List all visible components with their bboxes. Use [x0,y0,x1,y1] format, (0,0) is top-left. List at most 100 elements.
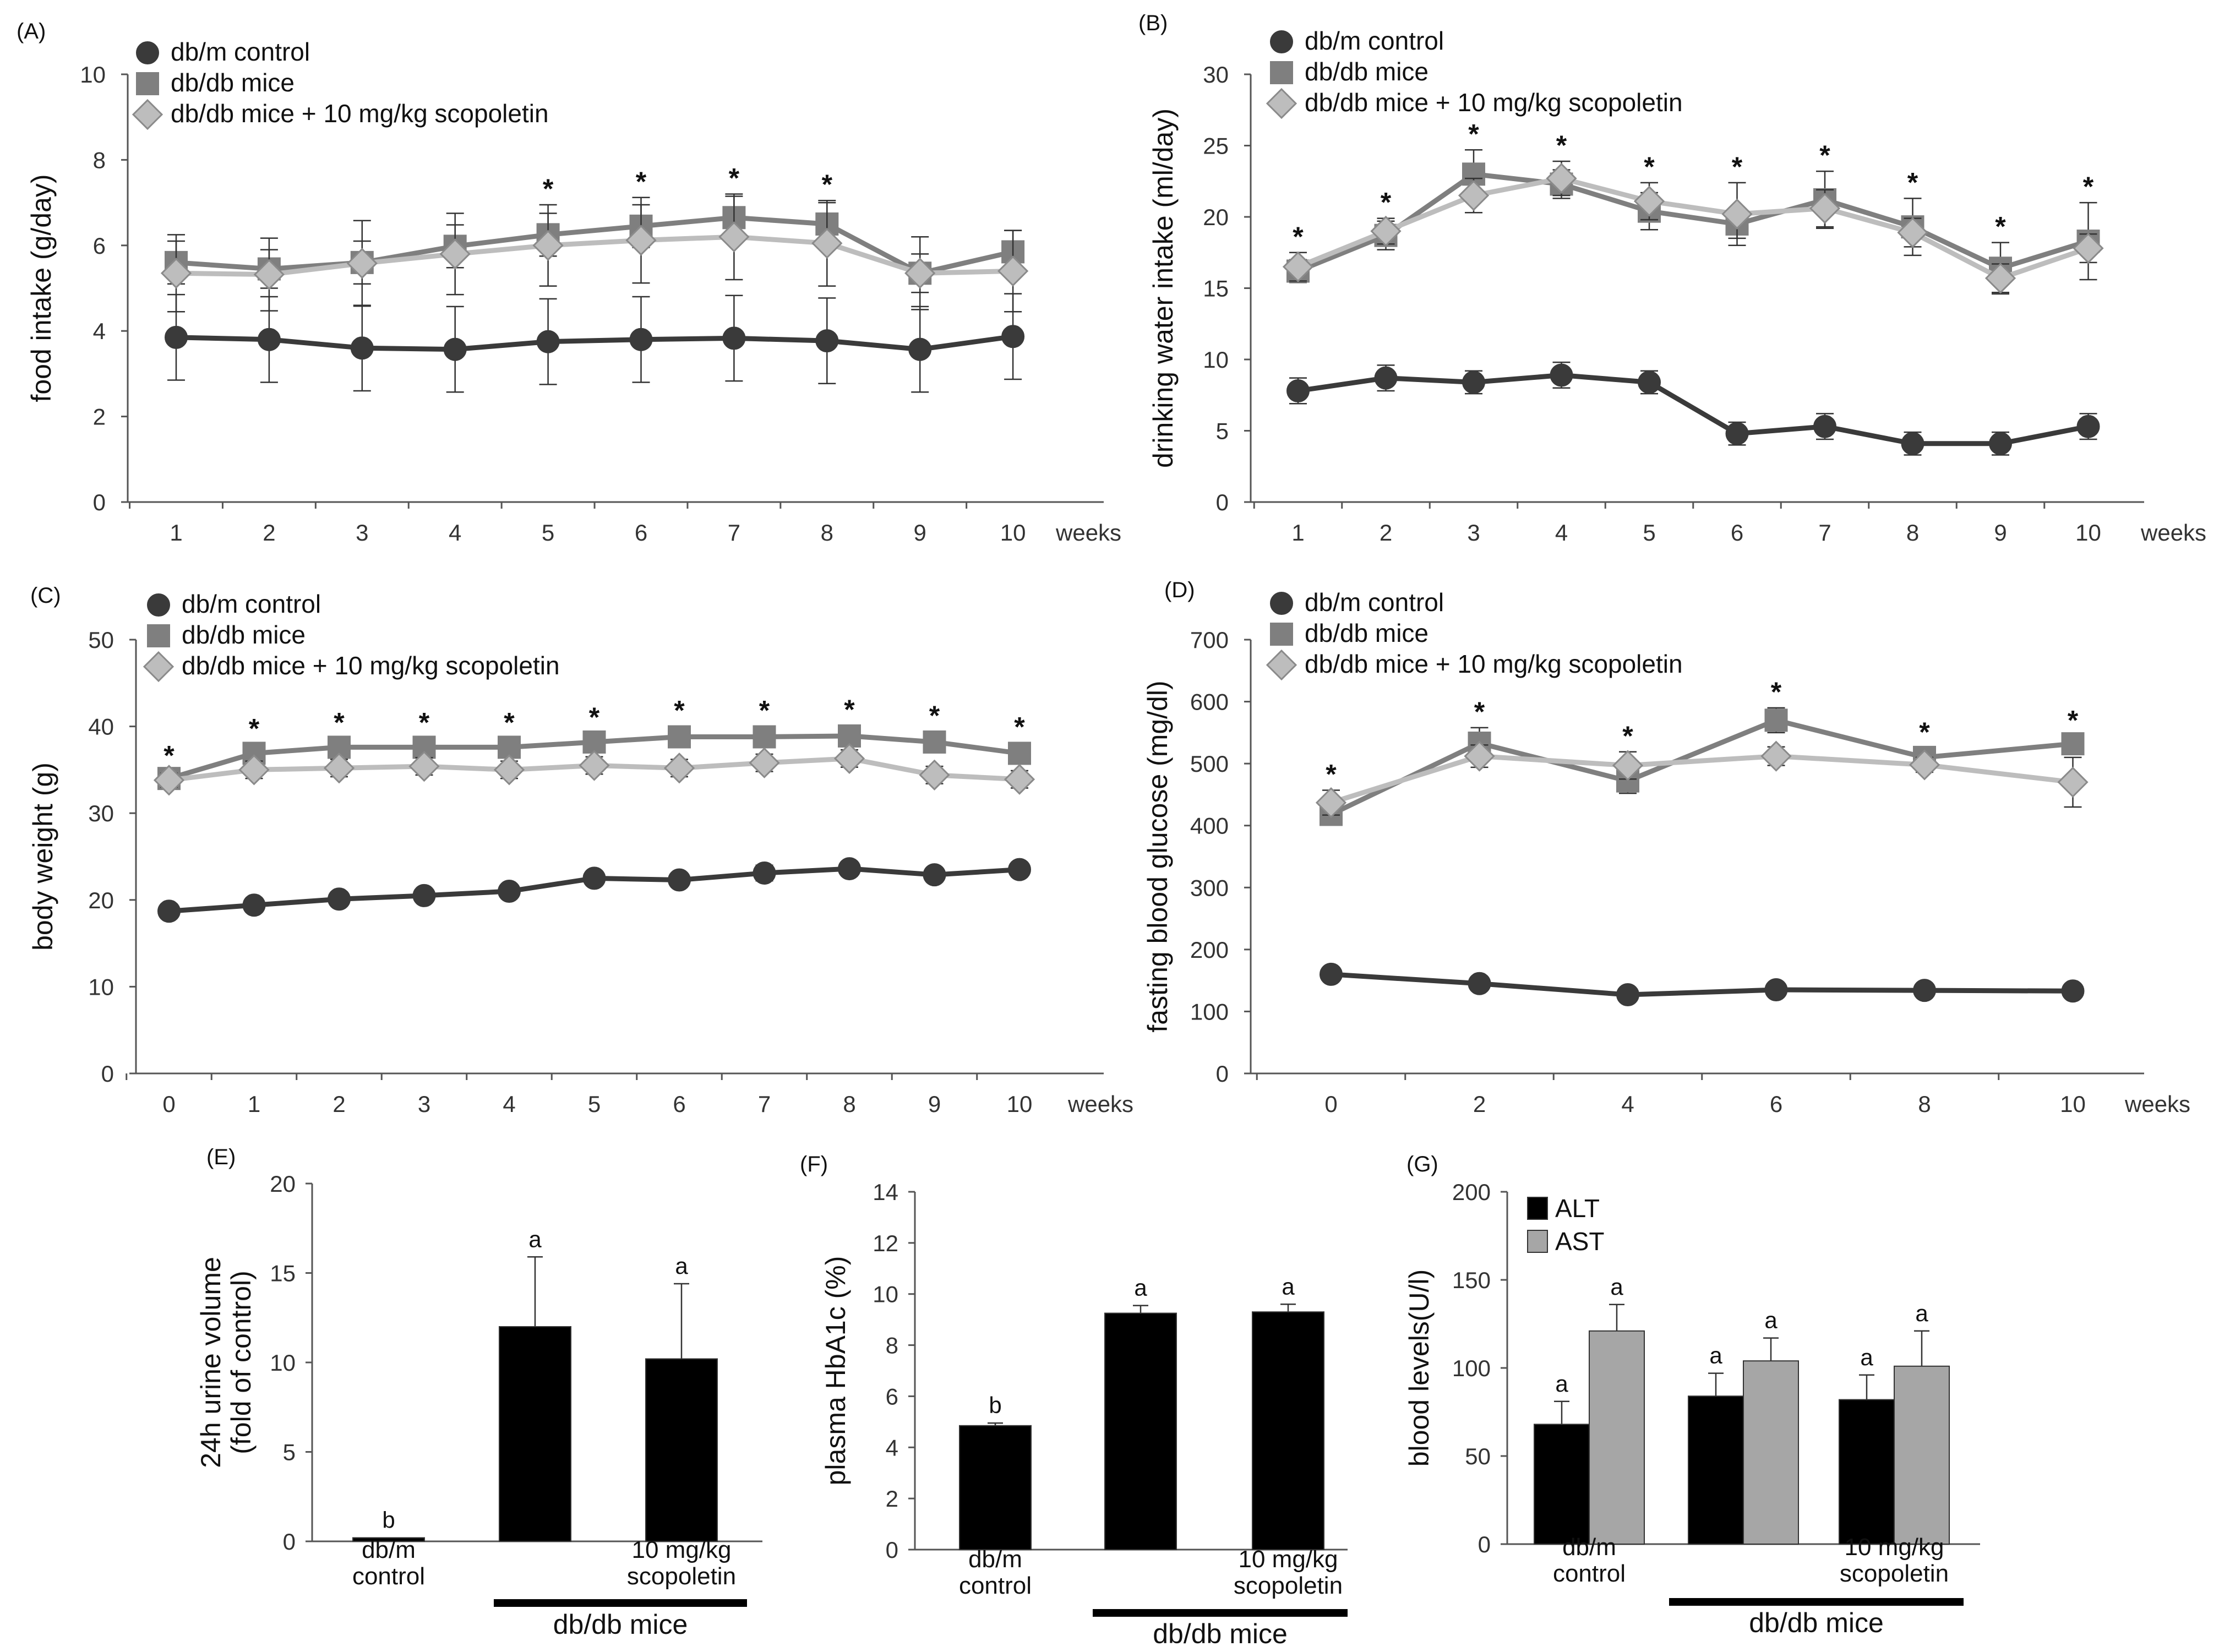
data-point [439,238,471,270]
y-tick-label: 100 [1452,1355,1491,1381]
legend-label: db/db mice + 10 mg/kg scopoletin [182,651,560,680]
data-point [1550,363,1573,387]
y-tick-label: 600 [1190,689,1229,715]
significance-star: * [1326,759,1337,790]
data-point [1909,749,1940,781]
x-tick-label: 8 [843,1091,855,1117]
legend-marker [136,72,159,95]
x-tick-label: 10 [2060,1091,2086,1117]
data-point [629,328,653,351]
data-point [165,325,188,349]
y-tick-label: 200 [1190,937,1229,963]
legend-label: db/m control [182,590,321,618]
category-label: 10 mg/kg [1239,1546,1338,1573]
significance-letter: a [675,1253,688,1279]
y-tick-label: 8 [93,147,106,173]
data-point [1001,325,1025,348]
significance-letter: b [989,1392,1001,1418]
significance-star: * [822,169,833,200]
data-point [1984,263,2016,294]
panel-d: (D) 0 100 200 300 400 500 600 700 0 2 4 6 8 10 weeks fas… [1142,578,2190,1117]
group-label: db/db mice [1749,1607,1884,1638]
x-axis-title: weeks [2124,1091,2190,1117]
y-tick-label: 100 [1190,999,1229,1024]
significance-star: * [1771,677,1782,707]
group-line [1093,1609,1348,1617]
y-axis-title: fasting blood glucose (mg/dl) [1142,680,1173,1032]
x-tick-label: 10 [1007,1091,1033,1117]
data-point [838,857,861,881]
bar [1894,1365,1950,1545]
bar [645,1358,718,1542]
significance-star: * [543,173,554,204]
y-tick-label: 4 [886,1435,898,1460]
y-tick-label: 10 [80,62,106,88]
series-square [1320,707,2085,826]
x-tick-label: 7 [728,520,740,546]
group-line [494,1599,747,1607]
data-point [1989,432,2012,455]
panel-label: (A) [17,19,46,43]
data-point [668,725,691,749]
significance-star: * [249,713,260,744]
category-label: 10 mg/kg [632,1536,732,1563]
data-point [1913,979,1936,1002]
data-point [1764,978,1788,1002]
y-tick-label: 150 [1452,1267,1491,1293]
data-point [1760,740,1792,772]
series-circle [1286,361,2100,456]
legend-marker [147,624,170,647]
x-axis-title: weeks [1055,520,1121,546]
y-tick-label: 15 [1203,276,1229,302]
bar [352,1537,425,1542]
legend-label: db/db mice [171,68,295,97]
significance-letter: a [1915,1300,1928,1326]
y-axis-title: 24h urine volume [195,1257,226,1468]
data-point [157,899,181,923]
y-tick-label: 30 [88,800,114,826]
y-tick-label: 400 [1190,813,1229,839]
legend-marker [1266,649,1297,681]
data-point [153,765,185,796]
data-point [668,868,691,892]
data-point [1320,962,1343,986]
legend-label: db/db mice + 10 mg/kg scopoletin [1305,88,1683,117]
y-axis-title: drinking water intake (ml/day) [1148,108,1179,468]
group-label: db/db mice [553,1609,688,1640]
data-point [1616,983,1639,1007]
significance-star: * [1622,721,1633,751]
y-tick-label: 40 [88,714,114,740]
series-line [1330,754,2074,805]
data-point [1462,370,1485,394]
x-tick-label: 8 [1918,1091,1931,1117]
x-tick-label: 0 [1324,1091,1337,1117]
series-line [176,215,1014,276]
panel-e: (E) 0 5 10 15 20 24h urine volume (fold of cont… [195,1145,762,1640]
y-tick-label: 5 [1216,418,1229,444]
panel-label: (F) [800,1152,828,1176]
y-axis-title: blood levels(U/l) [1404,1269,1435,1466]
data-point [536,330,560,353]
legend-label: db/db mice [1305,57,1429,86]
series-line [1297,176,2089,281]
y-tick-label: 0 [93,489,106,515]
series-circle [157,857,1031,923]
data-point [923,863,946,887]
data-point [412,884,436,907]
x-tick-label: 8 [1906,520,1919,546]
category-label: control [959,1572,1032,1599]
data-point [242,893,266,917]
significance-star: * [844,694,855,725]
y-tick-label: 15 [270,1261,296,1286]
data-point [908,337,932,361]
data-point [811,227,843,259]
significance-star: * [419,707,430,738]
y-tick-label: 10 [270,1350,296,1376]
data-point [1633,186,1665,217]
group-line [1669,1598,1964,1606]
x-tick-label: 1 [1291,520,1304,546]
x-tick-label: 4 [1621,1091,1634,1117]
x-tick-label: 6 [673,1091,685,1117]
